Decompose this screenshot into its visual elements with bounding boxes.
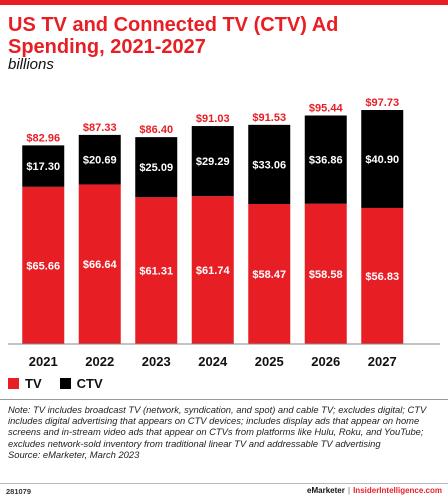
footer-brand: eMarketer | InsiderIntelligence.com [307, 486, 442, 495]
legend-label-ctv: CTV [76, 376, 103, 391]
label-ctv-2026: $36.86 [309, 155, 343, 167]
chart-subtitle: billions [8, 56, 54, 73]
footer-divider [0, 483, 448, 484]
bar-ctv-2023 [135, 137, 178, 198]
x-tick-2027: 2027 [368, 354, 397, 369]
label-tv-2026: $58.58 [309, 269, 343, 281]
bar-ctv-2025 [248, 124, 291, 205]
label-total-2023: $86.40 [139, 124, 173, 136]
label-total-2025: $91.53 [252, 112, 286, 124]
bar-tv-2021 [22, 186, 65, 344]
bar-ctv-2024 [191, 126, 234, 197]
label-tv-2025: $58.47 [252, 269, 286, 281]
bar-ctv-2022 [78, 134, 121, 185]
label-tv-2023: $61.31 [139, 266, 173, 278]
brand-separator: | [347, 486, 351, 495]
label-tv-2027: $56.83 [365, 271, 399, 283]
chart-note: Note: TV includes broadcast TV (network,… [8, 404, 440, 460]
bar-tv-2025 [248, 204, 291, 344]
legend-item-ctv: CTV [59, 376, 103, 391]
bar-ctv-2021 [22, 145, 65, 187]
divider [0, 399, 448, 400]
x-tick-2025: 2025 [255, 354, 284, 369]
brand-emarketer: eMarketer [307, 486, 345, 495]
label-tv-2021: $65.66 [26, 260, 60, 272]
label-ctv-2027: $40.90 [365, 154, 399, 166]
bar-tv-2024 [191, 196, 234, 344]
chart-id: 281079 [6, 487, 32, 496]
label-total-2024: $91.03 [196, 113, 230, 125]
chart-title: US TV and Connected TV (CTV) Ad Spending… [8, 14, 339, 58]
label-total-2021: $82.96 [26, 132, 60, 144]
legend: TV CTV [8, 376, 121, 391]
bar-ctv-2026 [304, 115, 347, 204]
bar-ctv-2027 [361, 110, 404, 208]
label-ctv-2023: $25.09 [139, 162, 173, 174]
legend-swatch-tv [8, 378, 19, 389]
label-ctv-2022: $20.69 [83, 155, 117, 167]
note-text: Note: TV includes broadcast TV (network,… [8, 404, 427, 449]
legend-swatch-ctv [59, 378, 71, 389]
label-tv-2022: $66.64 [83, 259, 118, 271]
bar-tv-2023 [135, 197, 178, 344]
label-total-2022: $87.33 [83, 122, 117, 134]
x-tick-2023: 2023 [142, 354, 171, 369]
source-text: Source: eMarketer, March 2023 [8, 448, 140, 460]
x-tick-2022: 2022 [85, 354, 114, 369]
x-tick-2024: 2024 [198, 354, 228, 369]
legend-label-tv: TV [25, 376, 42, 391]
label-ctv-2024: $29.29 [196, 156, 230, 168]
label-total-2026: $95.44 [309, 102, 344, 114]
label-tv-2024: $61.74 [196, 265, 231, 277]
bar-tv-2022 [78, 184, 121, 344]
x-tick-2021: 2021 [29, 354, 58, 369]
brand-site: InsiderIntelligence.com [353, 486, 442, 495]
label-ctv-2025: $33.06 [252, 159, 286, 171]
bar-tv-2027 [361, 207, 404, 344]
legend-item-tv: TV [8, 376, 42, 391]
bar-tv-2026 [304, 203, 347, 344]
label-ctv-2021: $17.30 [26, 161, 60, 173]
label-total-2027: $97.73 [365, 97, 399, 109]
x-tick-2026: 2026 [311, 354, 340, 369]
top-accent-bar [0, 0, 448, 5]
